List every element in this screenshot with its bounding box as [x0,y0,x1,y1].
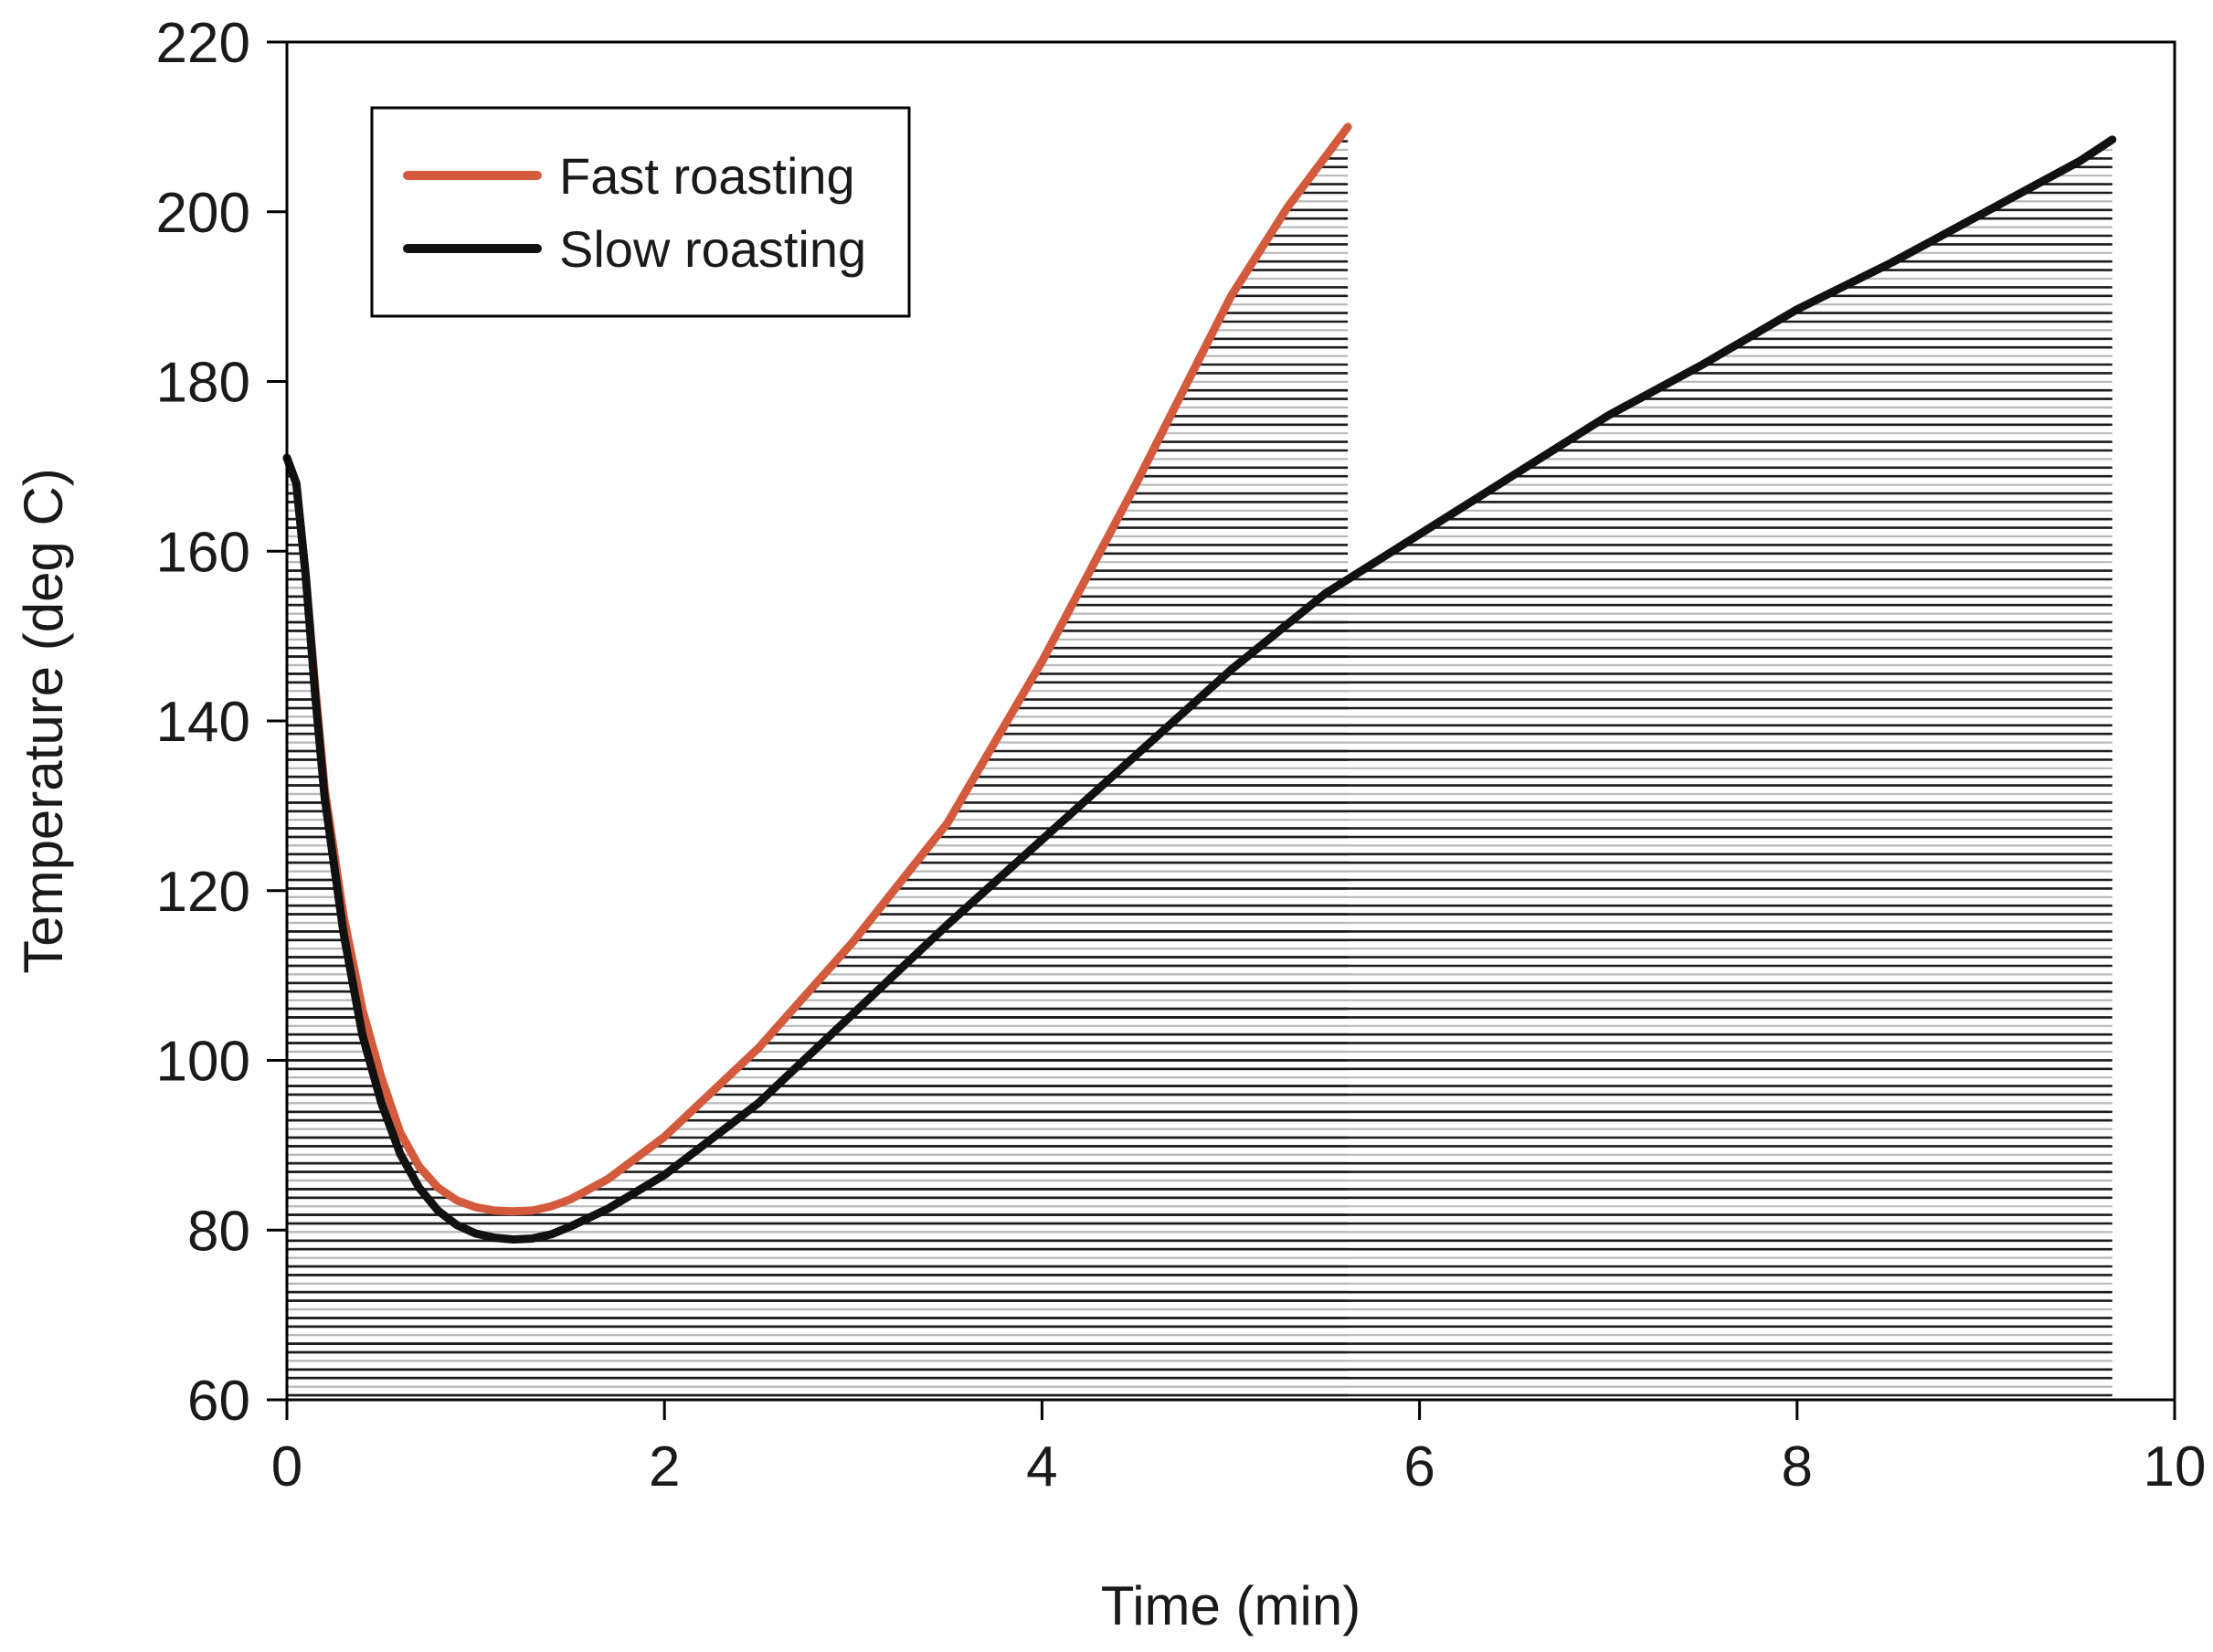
legend-label-slow-roasting: Slow roasting [559,220,866,278]
x-tick-label: 0 [271,1435,302,1498]
y-tick-label: 220 [156,12,250,75]
y-tick-label: 120 [156,861,250,924]
legend: Fast roasting Slow roasting [370,106,911,318]
x-axis-title: Time (min) [1101,1575,1361,1636]
x-tick-label: 4 [1026,1435,1057,1498]
x-tick-label: 10 [2144,1435,2207,1498]
y-tick-label: 160 [156,521,250,584]
x-tick-label: 8 [1782,1435,1813,1498]
y-tick-label: 200 [156,182,250,245]
x-tick-label: 6 [1403,1435,1435,1498]
x-tick-label: 2 [649,1435,680,1498]
y-tick-label: 100 [156,1031,250,1094]
tick-layer: 0 2 4 6 8 10 60 80 100 120 140 160 180 200 220 [156,12,2207,1498]
hatch-fill-layer [287,131,2112,1397]
y-tick-label: 180 [156,352,250,415]
series-layer [282,122,2117,1244]
y-tick-label: 60 [187,1370,250,1433]
y-tick-label: 80 [187,1200,250,1263]
y-tick-label: 140 [156,691,250,754]
legend-label-fast-roasting: Fast roasting [559,147,855,205]
series-line-slow-roasting [282,135,2117,1244]
y-axis-title: Temperature (deg C) [13,468,74,974]
legend-box [370,106,911,318]
